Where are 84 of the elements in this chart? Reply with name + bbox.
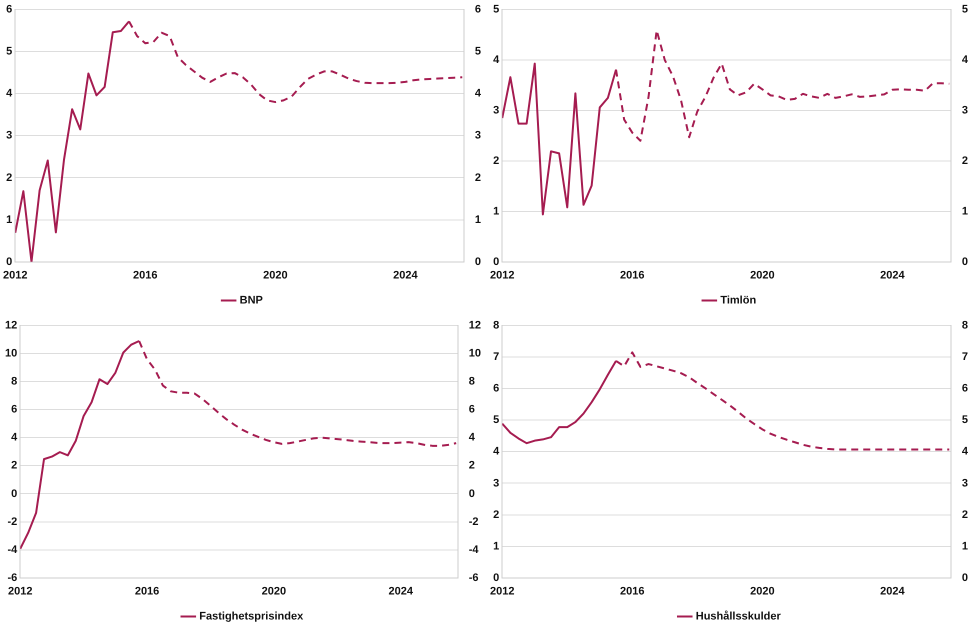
y-tick-label: 4 — [6, 88, 14, 100]
y2-tick-label: 5 — [474, 46, 482, 58]
x-tick-label: 2016 — [620, 585, 645, 598]
y-tick-label: 6 — [493, 382, 500, 395]
x-tick-label: 2020 — [262, 585, 286, 598]
legend-label: Fastighetsprisindex — [199, 610, 304, 623]
y2-tick-label: 1 — [474, 214, 482, 226]
x-tick-label: 2016 — [134, 585, 160, 598]
legend-label: BNP — [240, 294, 263, 307]
y2-tick-label: 0 — [962, 256, 968, 268]
y-tick-label: 0 — [493, 256, 500, 268]
y-tick-label: -6 — [7, 572, 18, 584]
y-tick-label: 0 — [6, 256, 12, 268]
y-tick-label: 0 — [493, 572, 500, 584]
y-tick-label: 1 — [493, 205, 500, 218]
y2-tick-label: 3 — [962, 477, 968, 490]
y2-tick-label: 2 — [962, 154, 968, 167]
y-tick-label: 4 — [493, 446, 500, 458]
x-tick-label: 2020 — [750, 269, 775, 282]
y2-tick-label: 0 — [468, 488, 475, 500]
y-tick-label: 3 — [493, 477, 500, 490]
y2-tick-label: 8 — [962, 320, 968, 332]
y-tick-label: 10 — [4, 348, 18, 360]
y2-tick-label: 12 — [468, 320, 482, 332]
y2-tick-label: 4 — [962, 446, 969, 458]
y2-tick-label: 5 — [962, 414, 968, 426]
legend-label: Timlön — [720, 294, 756, 307]
y-tick-label: 4 — [493, 54, 500, 66]
x-tick-label: 2016 — [133, 269, 158, 282]
y2-tick-label: 7 — [962, 351, 968, 364]
x-tick-label: 2024 — [393, 269, 418, 282]
y2-tick-label: -6 — [468, 572, 479, 584]
x-tick-label: 2016 — [620, 269, 645, 282]
y-tick-label: 3 — [493, 104, 500, 117]
y-tick-label: -2 — [7, 516, 18, 528]
y2-tick-label: 4 — [962, 54, 969, 66]
y-tick-label: 8 — [11, 376, 18, 388]
y-tick-label: 1 — [6, 214, 12, 226]
y2-tick-label: 8 — [468, 376, 475, 388]
x-tick-label: 2012 — [8, 585, 32, 598]
y2-tick-label: 5 — [962, 4, 968, 16]
y-tick-label: 2 — [11, 460, 18, 472]
y-tick-label: 5 — [493, 414, 500, 426]
x-tick-label: 2012 — [2, 269, 28, 282]
y-tick-label: 5 — [493, 4, 500, 16]
y2-tick-label: 3 — [474, 130, 482, 142]
y-tick-label: 7 — [493, 351, 500, 364]
y-tick-label: 3 — [6, 130, 12, 142]
legend-label: Hushållsskulder — [696, 610, 782, 623]
y2-tick-label: 10 — [468, 348, 482, 360]
y-tick-label: 0 — [11, 488, 18, 500]
y2-tick-label: 1 — [962, 205, 968, 218]
y-tick-label: -4 — [7, 544, 18, 556]
x-tick-label: 2024 — [880, 585, 906, 598]
y2-tick-label: -2 — [468, 516, 479, 528]
y-tick-label: 2 — [493, 508, 500, 521]
y-tick-label: 4 — [11, 432, 18, 444]
y-tick-label: 5 — [6, 46, 12, 58]
y2-tick-label: 6 — [962, 382, 968, 395]
y2-tick-label: 2 — [468, 460, 475, 472]
y2-tick-label: 0 — [474, 256, 482, 268]
y2-tick-label: 4 — [474, 88, 482, 100]
y-tick-label: 6 — [11, 404, 18, 416]
y2-tick-label: 3 — [962, 104, 968, 117]
x-tick-label: 2020 — [263, 269, 288, 282]
y-tick-label: 6 — [6, 4, 12, 16]
y2-tick-label: 2 — [962, 508, 968, 521]
y2-tick-label: 0 — [962, 572, 968, 584]
y-tick-label: 2 — [493, 154, 500, 167]
y2-tick-label: 1 — [962, 540, 968, 552]
x-tick-label: 2024 — [880, 269, 906, 282]
y-tick-label: 12 — [4, 320, 18, 332]
x-tick-label: 2024 — [388, 585, 414, 598]
y-tick-label: 8 — [493, 320, 500, 332]
x-tick-label: 2012 — [490, 269, 514, 282]
y2-tick-label: 4 — [468, 432, 476, 444]
x-tick-label: 2020 — [750, 585, 775, 598]
y-tick-label: 2 — [6, 172, 12, 184]
y-tick-label: 1 — [493, 540, 500, 552]
y2-tick-label: 6 — [468, 404, 475, 416]
y2-tick-label: 6 — [474, 4, 482, 16]
x-tick-label: 2012 — [490, 585, 514, 598]
y2-tick-label: 2 — [474, 172, 482, 184]
y2-tick-label: -4 — [468, 544, 480, 556]
